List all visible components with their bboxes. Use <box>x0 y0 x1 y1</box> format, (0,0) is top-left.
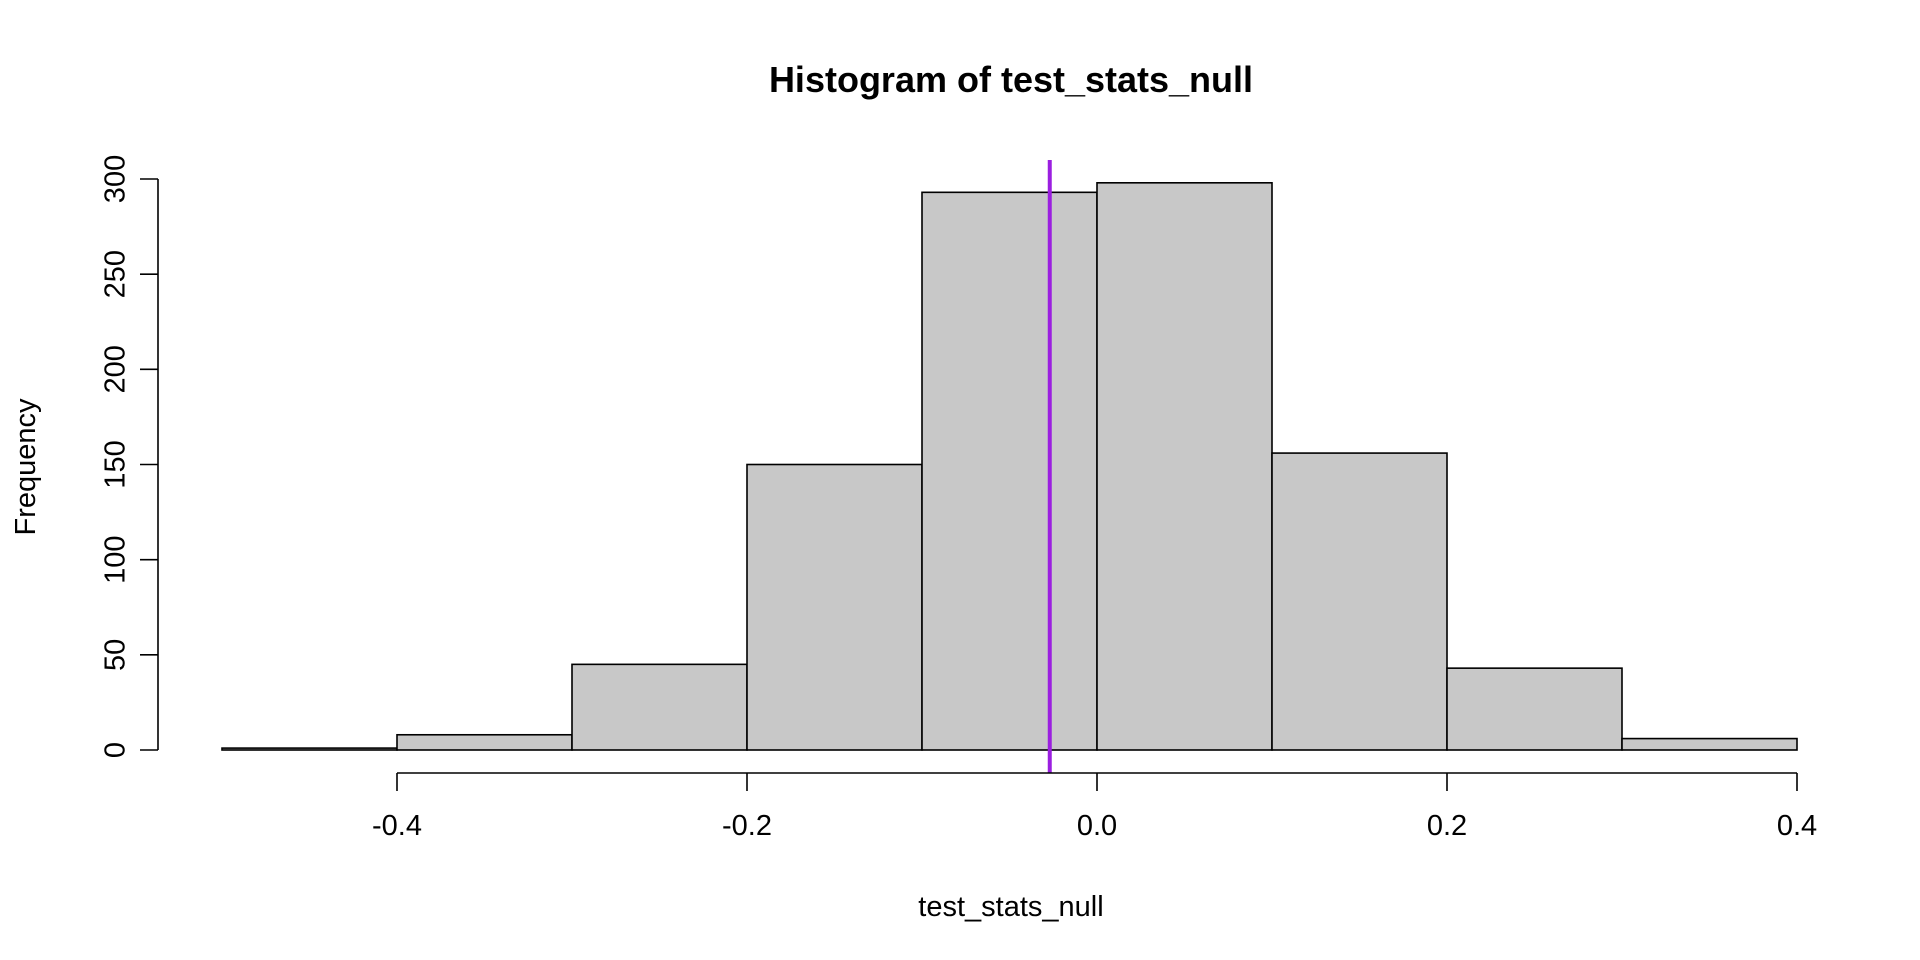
histogram-bar-7 <box>1446 667 1623 751</box>
x-tick-label: 0.4 <box>1777 810 1817 842</box>
histogram-bar-1 <box>396 733 573 751</box>
y-tick-label: 150 <box>100 440 132 488</box>
y-tick-label: 0 <box>100 742 132 758</box>
histogram-bar-2 <box>571 663 748 751</box>
y-tick-label: 50 <box>100 639 132 671</box>
x-tick-label: -0.2 <box>722 810 772 842</box>
y-tick-label: 200 <box>100 345 132 393</box>
x-tick-label: 0.0 <box>1077 810 1117 842</box>
histogram-bar-3 <box>746 463 923 751</box>
chart-title: Histogram of test_stats_null <box>769 59 1253 100</box>
y-axis: 0 50 100 150 200 250 300 <box>100 155 159 758</box>
bars-layer <box>221 182 1798 751</box>
x-tick-label: 0.2 <box>1427 810 1467 842</box>
y-axis-label: Frequency <box>10 398 42 536</box>
x-tick-label: -0.4 <box>372 810 422 842</box>
x-axis: -0.4 -0.2 0.0 0.2 0.4 <box>372 772 1817 842</box>
x-axis-label: test_stats_null <box>918 891 1103 923</box>
histogram-bar-8 <box>1621 737 1798 751</box>
histogram-bar-5 <box>1096 182 1273 751</box>
histogram-bar-6 <box>1271 452 1448 751</box>
histogram-bar-0 <box>221 747 398 751</box>
y-tick-label: 300 <box>100 155 132 203</box>
y-tick-label: 250 <box>100 250 132 298</box>
histogram-bar-4 <box>921 191 1098 751</box>
y-tick-label: 100 <box>100 535 132 583</box>
